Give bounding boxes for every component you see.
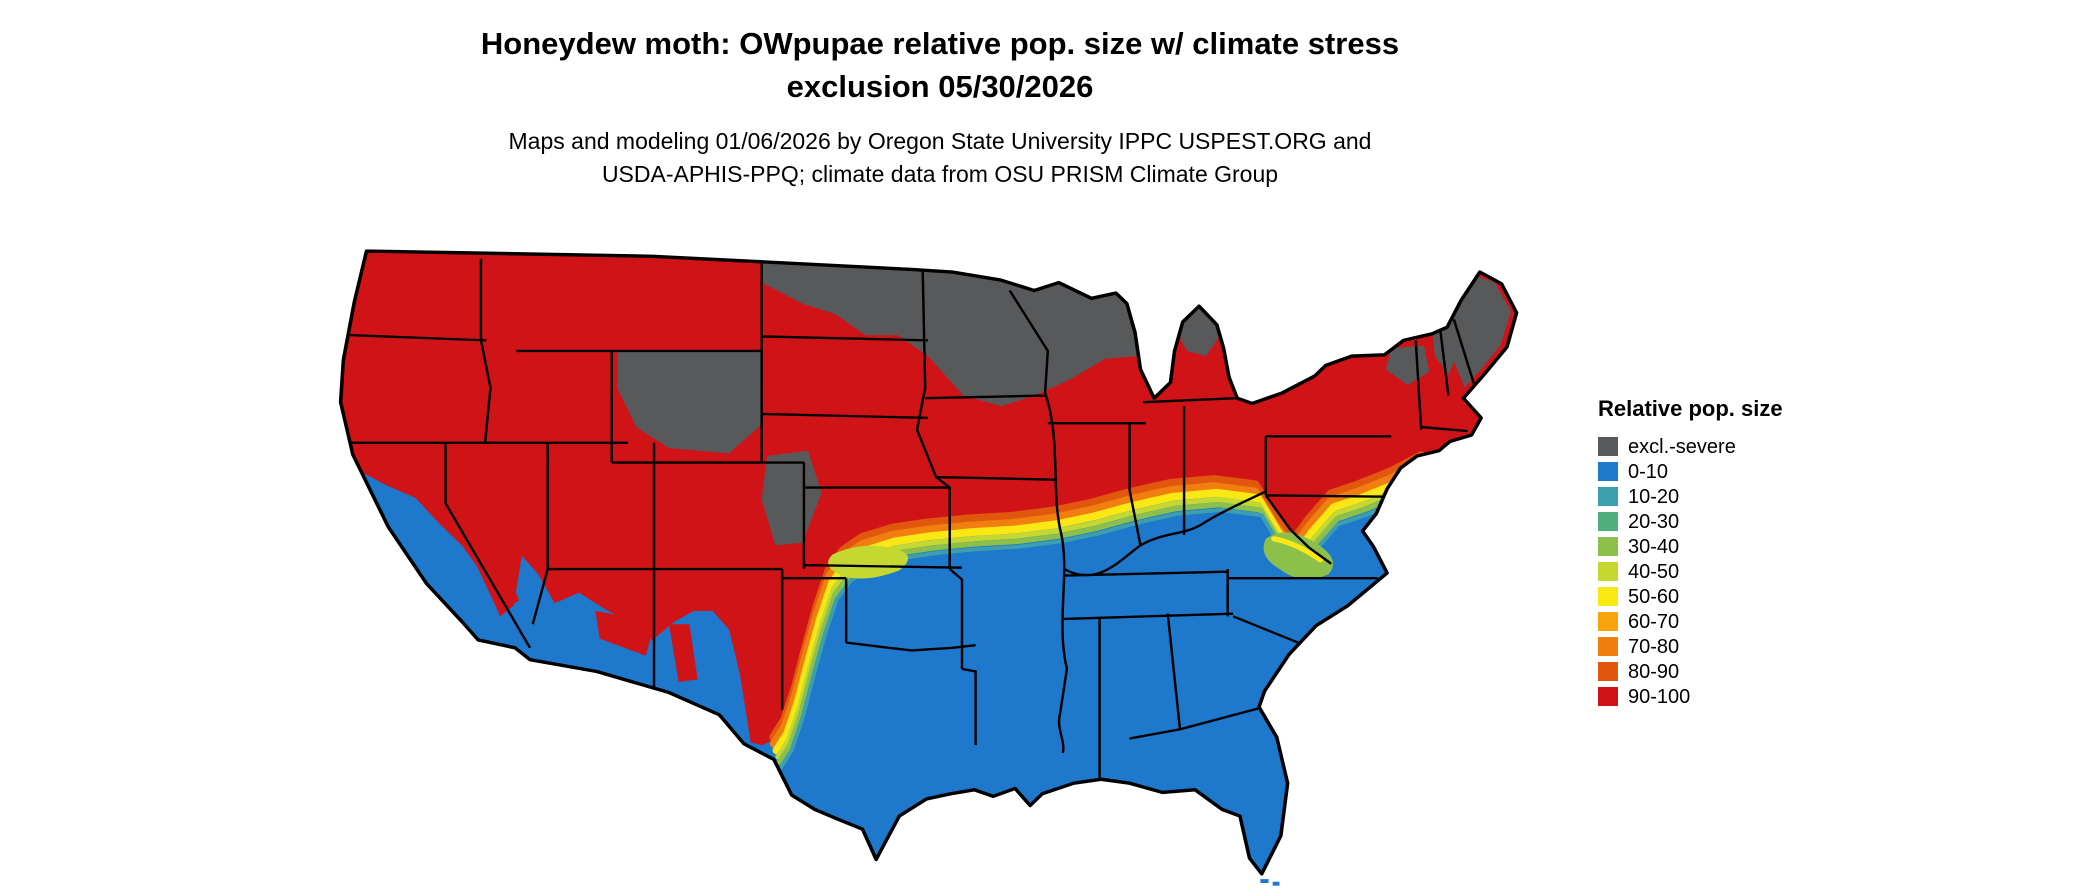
map-subtitle-line2: USDA-APHIS-PPQ; climate data from OSU PR… xyxy=(601,161,1279,188)
legend-item: 40-50 xyxy=(1598,559,1858,584)
legend-item: 60-70 xyxy=(1598,609,1858,634)
legend-swatch xyxy=(1598,437,1618,456)
map-title-line2: exclusion 05/30/2026 xyxy=(786,69,1094,105)
legend-item: 50-60 xyxy=(1598,584,1858,609)
map-region-appalachian-green xyxy=(1263,532,1334,580)
state-borders xyxy=(341,258,1476,782)
legend-swatch xyxy=(1598,487,1618,506)
map-subtitle: Maps and modeling 01/06/2026 by Oregon S… xyxy=(0,125,1880,192)
legend-item: excl.-severe xyxy=(1598,434,1858,459)
legend-item: 20-30 xyxy=(1598,509,1858,534)
legend-label: 20-30 xyxy=(1628,510,1680,533)
map-title: Honeydew moth: OWpupae relative pop. siz… xyxy=(0,22,1880,109)
florida-keys xyxy=(1260,879,1269,884)
legend-item: 80-90 xyxy=(1598,659,1858,684)
map-region-plains-green xyxy=(828,545,909,579)
legend-label: 30-40 xyxy=(1628,535,1680,558)
us-map xyxy=(312,230,1552,887)
legend-item: 10-20 xyxy=(1598,484,1858,509)
legend-label: 70-80 xyxy=(1628,635,1680,658)
legend-swatch xyxy=(1598,562,1618,581)
florida-keys xyxy=(1272,881,1280,886)
map-title-line1: Honeydew moth: OWpupae relative pop. siz… xyxy=(480,26,1400,61)
legend-swatch xyxy=(1598,512,1618,531)
header: Honeydew moth: OWpupae relative pop. siz… xyxy=(0,22,1880,191)
band-70-80 xyxy=(769,458,1426,748)
legend-label: 0-10 xyxy=(1628,460,1669,483)
legend-swatch xyxy=(1598,612,1618,631)
legend-swatch xyxy=(1598,637,1618,656)
map-subtitle-line1: Maps and modeling 01/06/2026 by Oregon S… xyxy=(508,127,1372,154)
legend-item: 70-80 xyxy=(1598,634,1858,659)
map-region-appalachian-yellow xyxy=(1271,536,1324,563)
legend-swatch xyxy=(1598,662,1618,681)
legend-swatch xyxy=(1598,587,1618,606)
legend-label: 40-50 xyxy=(1628,560,1680,583)
map-region-sierra-red xyxy=(442,463,520,613)
map-region-excluded-vermont xyxy=(1432,321,1460,375)
us-outline xyxy=(338,249,1519,876)
map-region-arizona-red xyxy=(595,611,656,656)
legend-item: 0-10 xyxy=(1598,459,1858,484)
legend-label: 10-20 xyxy=(1628,485,1680,508)
legend-item: 90-100 xyxy=(1598,684,1858,709)
map-legend: Relative pop. size excl.-severe 0-10 10-… xyxy=(1598,396,1858,709)
map-region-excluded-colorado xyxy=(761,450,822,546)
band-50-60 xyxy=(772,465,1428,755)
legend-label: 60-70 xyxy=(1628,610,1680,633)
legend-swatch xyxy=(1598,537,1618,556)
legend-swatch xyxy=(1598,687,1618,706)
legend-title: Relative pop. size xyxy=(1598,396,1783,421)
map-region-central-valley-blue xyxy=(394,504,460,610)
legend-label: 90-100 xyxy=(1628,685,1691,708)
legend-item: 30-40 xyxy=(1598,534,1858,559)
legend-swatch xyxy=(1598,462,1618,481)
map-region-excluded-wyoming xyxy=(617,350,762,454)
us-map-svg xyxy=(338,249,1519,886)
band-40-50 xyxy=(775,473,1428,760)
legend-label: 50-60 xyxy=(1628,585,1680,608)
legend-label: excl.-severe xyxy=(1628,435,1736,458)
legend-label: 80-90 xyxy=(1628,660,1680,683)
